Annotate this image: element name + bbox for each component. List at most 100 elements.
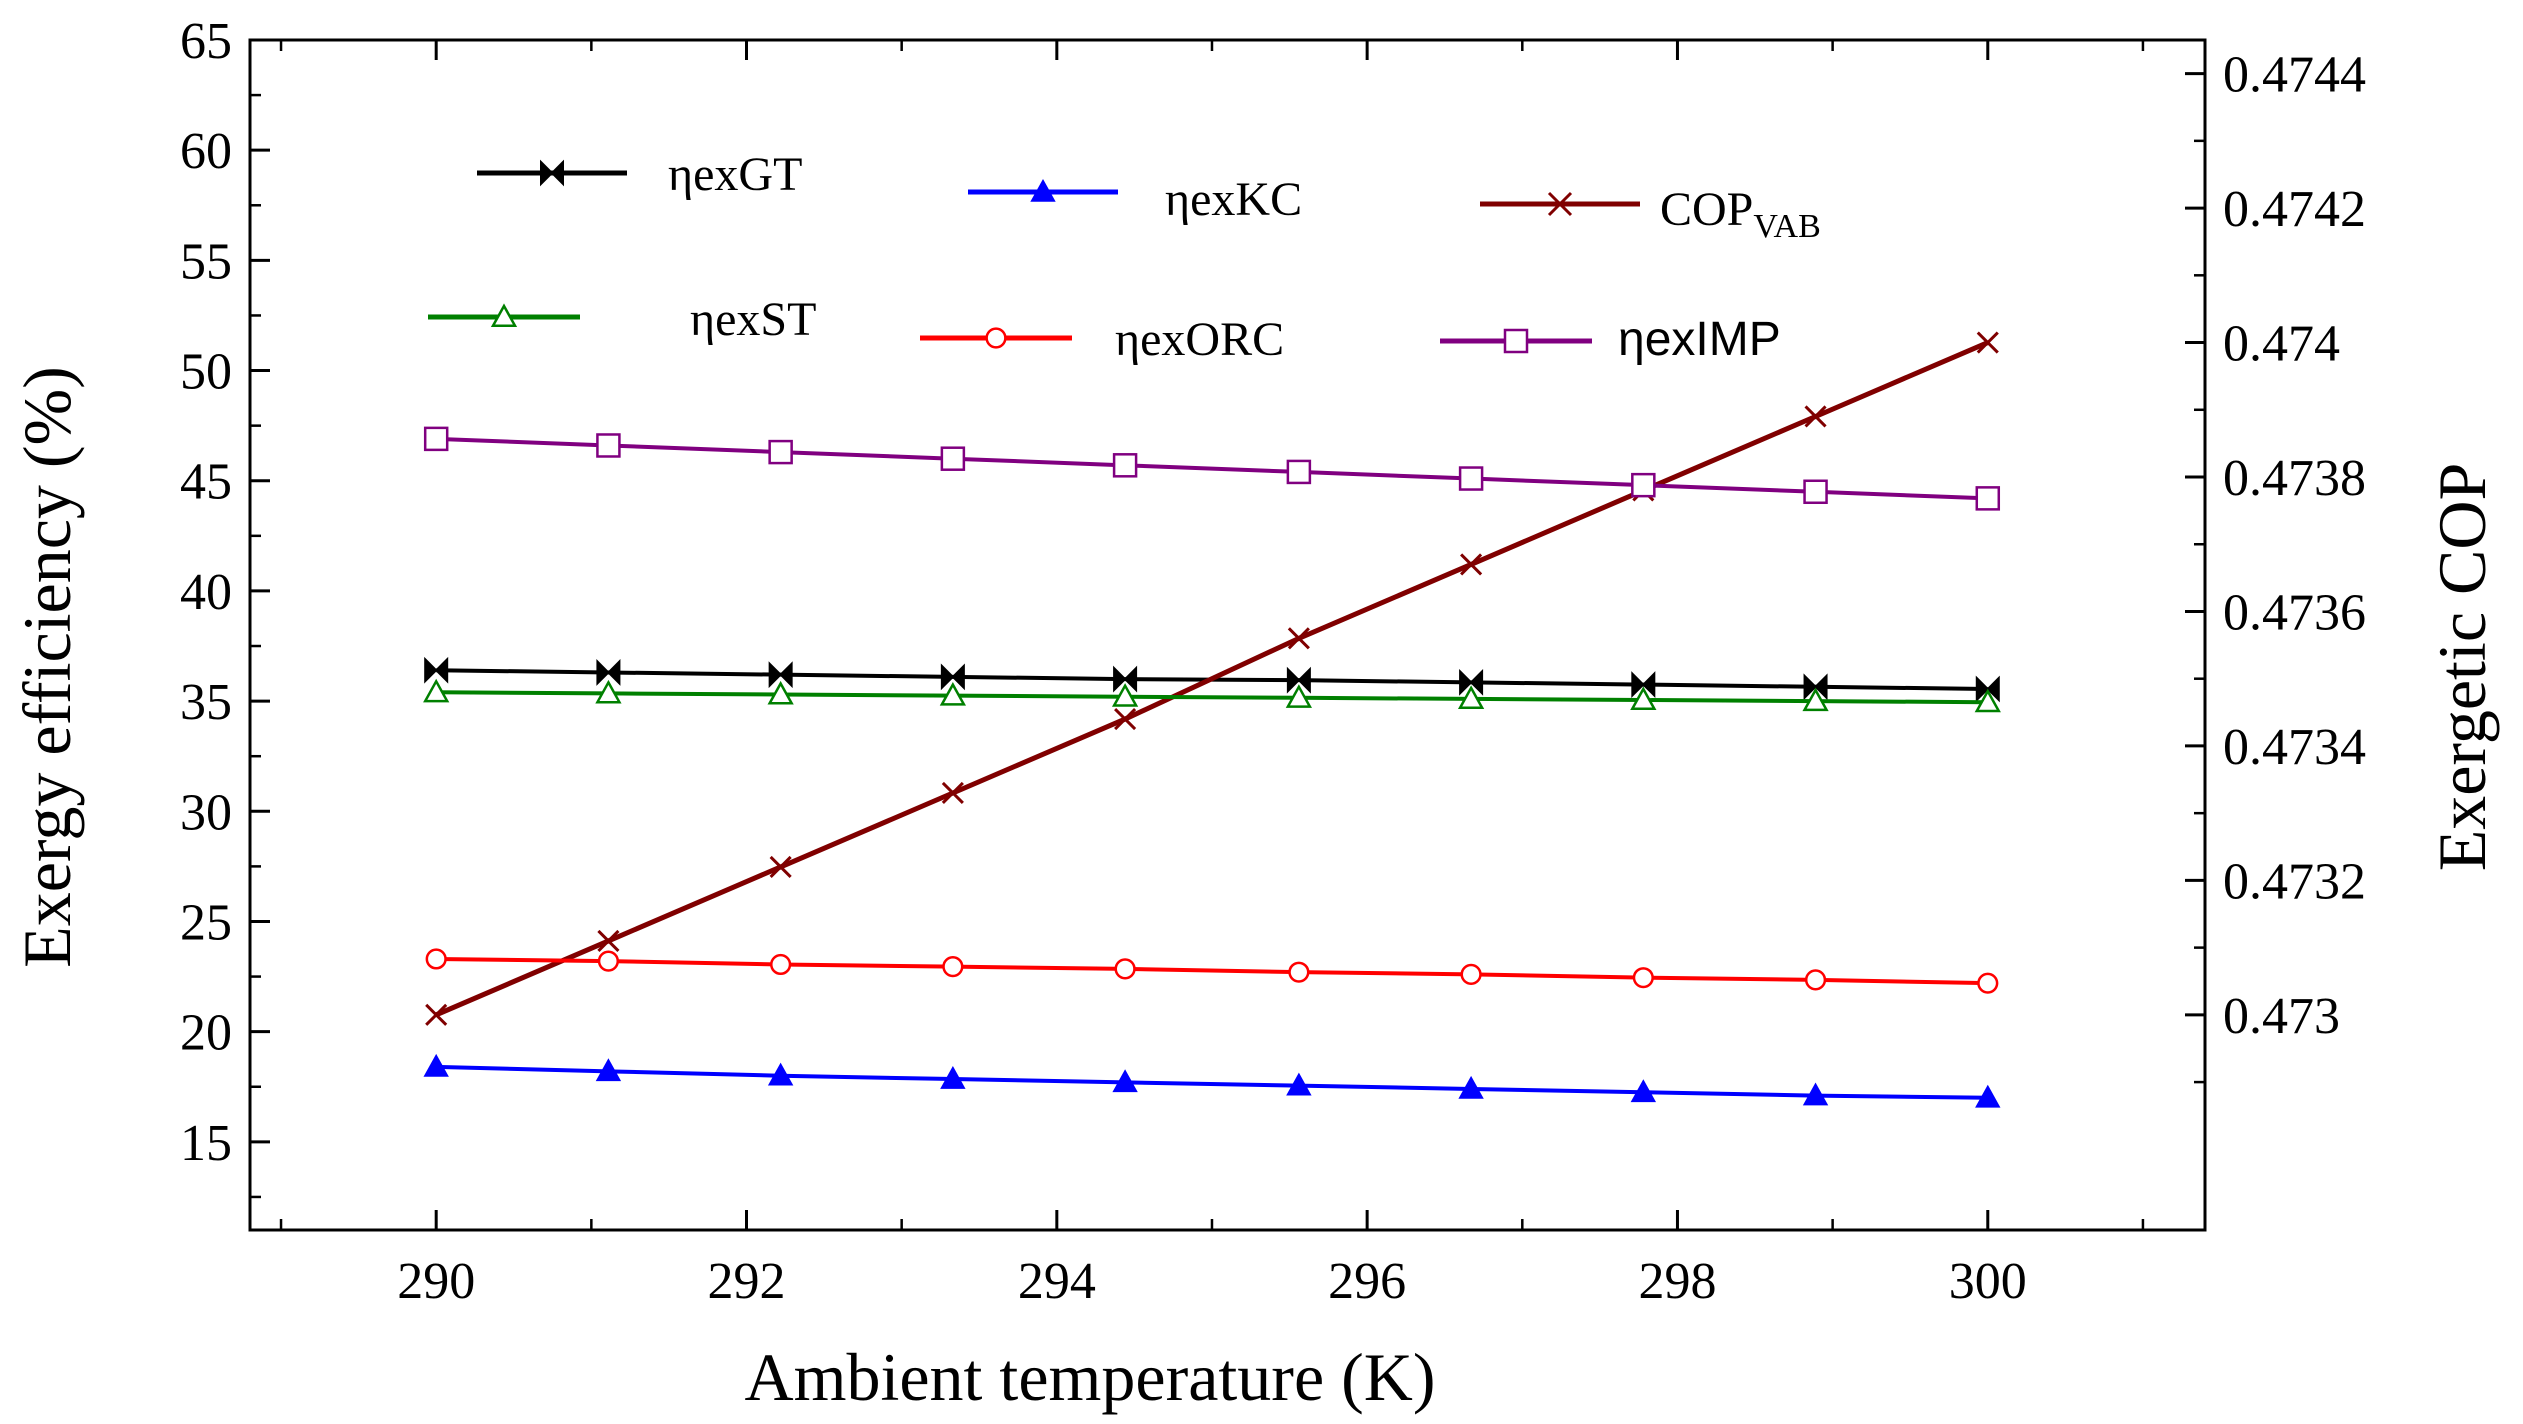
marker <box>595 679 622 704</box>
marker <box>1630 686 1657 711</box>
y-tick-label: 25 <box>180 894 232 951</box>
series-exorc <box>425 948 1999 994</box>
marker <box>1802 687 1829 712</box>
marker <box>1459 668 1484 696</box>
marker <box>1803 673 1828 701</box>
marker <box>1975 486 2001 511</box>
x-axis: 290 292 294 296 298 300 <box>279 40 2145 1310</box>
marker <box>595 1058 622 1082</box>
marker <box>423 678 450 703</box>
marker <box>1286 459 1312 485</box>
legend-item: ηexKC <box>968 173 1302 226</box>
y-tick-label: 60 <box>180 123 232 180</box>
y-tick-label: 40 <box>180 564 232 621</box>
marker <box>768 661 793 689</box>
plot-border <box>248 38 2207 1232</box>
y-axis-left: 15 20 25 30 35 40 45 50 55 60 65 <box>180 13 270 1199</box>
marker <box>540 159 564 187</box>
y-tick-label: 30 <box>180 784 232 841</box>
y2-axis-title: Exergetic COP <box>2424 463 2500 872</box>
marker <box>1286 666 1311 694</box>
y-tick-label: 50 <box>180 344 232 401</box>
marker <box>985 327 1007 349</box>
marker <box>1286 1072 1312 1096</box>
series-line <box>435 340 1989 1018</box>
marker <box>1804 405 1827 428</box>
y-tick-label: 65 <box>180 13 232 70</box>
marker <box>1112 453 1138 478</box>
marker <box>1460 553 1483 576</box>
legend-item: COPVAB <box>1480 183 1821 245</box>
marker <box>770 953 792 976</box>
series-exkc <box>423 1053 2001 1108</box>
marker <box>1114 707 1137 731</box>
marker <box>1112 1069 1138 1093</box>
marker <box>423 1053 449 1077</box>
y-tick-label: 45 <box>180 454 232 511</box>
series-exst <box>423 678 2001 713</box>
x-tick-label: 296 <box>1328 1253 1406 1310</box>
y-tick-label: 15 <box>180 1115 232 1172</box>
y2-tick-label: 0.4732 <box>2223 853 2366 910</box>
marker <box>597 929 620 952</box>
y2-tick-label: 0.4744 <box>2223 47 2366 104</box>
series-line <box>436 690 1988 705</box>
marker <box>769 855 792 879</box>
y-axis-title: Exergy efficiency (%) <box>9 366 85 968</box>
marker <box>941 781 964 805</box>
legend-item: ηexORC <box>920 313 1284 366</box>
marker <box>1457 685 1485 709</box>
marker <box>1460 963 1482 985</box>
plot-frame <box>248 38 2207 1232</box>
series-line <box>436 956 1988 986</box>
marker <box>940 1065 966 1089</box>
marker <box>1547 191 1573 217</box>
marker <box>424 656 449 684</box>
series-cop <box>425 331 1999 1026</box>
y2-tick-label: 0.4736 <box>2223 584 2366 641</box>
marker <box>1458 466 1484 491</box>
marker <box>1631 472 1656 498</box>
marker <box>1975 1084 2001 1108</box>
marker <box>597 950 620 972</box>
marker <box>423 426 449 452</box>
x-tick-label: 290 <box>397 1253 475 1310</box>
marker <box>768 439 793 465</box>
marker <box>1458 1075 1484 1099</box>
marker <box>939 682 966 706</box>
x-tick-label: 292 <box>708 1253 786 1310</box>
marker <box>1114 958 1136 980</box>
y2-tick-label: 0.4738 <box>2223 450 2366 507</box>
y-tick-label: 35 <box>180 674 232 731</box>
y2-tick-label: 0.473 <box>2223 988 2340 1045</box>
y2-tick-label: 0.474 <box>2223 316 2340 373</box>
marker <box>767 680 794 705</box>
marker <box>1030 178 1056 202</box>
y-axis-right: 0.473 0.4732 0.4734 0.4736 0.4738 0.474 0.4742… <box>2185 47 2366 1084</box>
marker <box>1113 665 1138 693</box>
y2-tick-label: 0.4742 <box>2223 181 2366 238</box>
marker <box>1804 969 1827 991</box>
legend-item: ηexST <box>428 293 816 346</box>
marker <box>596 659 621 686</box>
series-line <box>436 1064 1988 1100</box>
marker <box>1976 331 1999 354</box>
marker <box>1802 1082 1829 1106</box>
legend-label: ηexORC <box>1115 313 1284 366</box>
legend-item: ηexGT <box>477 148 802 201</box>
marker <box>596 433 621 458</box>
marker <box>940 663 965 691</box>
marker <box>1631 671 1656 698</box>
marker <box>425 1003 448 1026</box>
legend-label: ηexST <box>690 293 816 346</box>
marker <box>1632 967 1654 989</box>
marker <box>1503 328 1529 354</box>
marker <box>1288 961 1310 983</box>
marker <box>425 948 447 970</box>
x-tick-label: 300 <box>1949 1253 2027 1310</box>
legend: ηexGT ηexKC COPVAB ηexST ηexORC ηexIMP <box>428 148 1821 366</box>
marker <box>940 446 966 471</box>
marker <box>1803 479 1828 505</box>
series-eximp <box>423 426 2001 511</box>
